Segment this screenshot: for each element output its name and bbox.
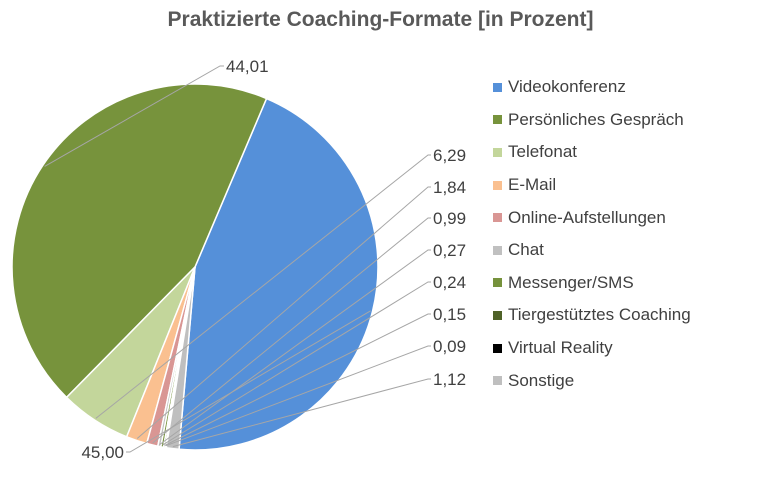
leader-line-tiergest-tztes-coaching [164, 313, 431, 446]
legend-item-tiergest-tztes-coaching: Tiergestütztes Coaching [493, 299, 691, 332]
legend-item-e-mail: E-Mail [493, 169, 691, 202]
legend-swatch [493, 147, 502, 157]
data-labels: 45,00 44,01 6,29 1,84 0,99 0,27 0,24 0,15 0,09 1,… [81, 57, 466, 462]
legend-label: Sonstige [508, 370, 575, 390]
legend-label: Videokonferenz [508, 77, 626, 97]
chart-title: Praktizierte Coaching-Formate [in Prozen… [167, 8, 594, 31]
legend-item-online-aufstellungen: Online-Aufstellungen [493, 201, 691, 234]
legend: Videokonferenz Persönliches Gespräch Telef… [493, 71, 691, 397]
legend-swatch [493, 278, 502, 288]
leader-line-virtual-reality [165, 345, 431, 447]
pie-slices [11, 83, 379, 451]
legend-label: Online-Aufstellungen [508, 207, 666, 227]
data-label-telefonat: 6,29 [433, 146, 466, 165]
data-label-tiergest-tztes-coaching: 0,15 [433, 305, 466, 324]
legend-label: Chat [508, 240, 544, 260]
legend-label: Tiergestütztes Coaching [508, 305, 691, 325]
leader-line-videokonferenz [126, 310, 371, 453]
legend-label: Messenger/SMS [508, 272, 634, 292]
pie-slice-pers-nliches-gespr-ch [11, 83, 268, 399]
legend-label: Virtual Reality [508, 338, 613, 358]
leader-lines [44, 65, 431, 453]
legend-item-pers-nliches-gespr-ch: Persönliches Gespräch [493, 104, 691, 137]
leader-line-telefonat [95, 154, 431, 419]
data-label-online-aufstellungen: 0,99 [433, 209, 466, 228]
leader-line-sonstige [172, 378, 431, 448]
legend-swatch [493, 82, 502, 92]
legend-swatch [493, 376, 502, 386]
pie-slice-videokonferenz [178, 97, 379, 451]
leader-line-messenger-sms [162, 281, 431, 446]
data-label-messenger-sms: 0,24 [433, 273, 466, 292]
legend-swatch [493, 115, 502, 125]
data-label-sonstige: 1,12 [433, 370, 466, 389]
data-label-pers-nliches-gespr-ch: 44,01 [226, 57, 269, 76]
legend-swatch [493, 343, 502, 353]
legend-swatch [493, 180, 502, 190]
leader-line-pers-nliches-gespr-ch [44, 65, 224, 167]
leader-line-chat [159, 249, 431, 445]
legend-item-videokonferenz: Videokonferenz [493, 71, 691, 104]
legend-item-sonstige: Sonstige [493, 364, 691, 397]
legend-label: Telefonat [508, 142, 577, 162]
legend-swatch [493, 310, 502, 320]
legend-item-telefonat: Telefonat [493, 136, 691, 169]
data-label-chat: 0,27 [433, 241, 466, 260]
data-label-e-mail: 1,84 [433, 178, 466, 197]
legend-swatch [493, 213, 502, 223]
legend-label: Persönliches Gespräch [508, 109, 684, 129]
legend-label: E-Mail [508, 175, 557, 195]
leader-line-e-mail [136, 186, 431, 439]
pie-slice-sonstige [165, 266, 196, 451]
legend-swatch [493, 245, 502, 255]
legend-item-messenger-sms: Messenger/SMS [493, 267, 691, 300]
leader-line-online-aufstellungen [152, 217, 431, 444]
data-label-virtual-reality: 0,09 [433, 337, 466, 356]
data-label-videokonferenz: 45,00 [81, 443, 124, 462]
legend-item-chat: Chat [493, 234, 691, 267]
legend-item-virtual-reality: Virtual Reality [493, 332, 691, 365]
